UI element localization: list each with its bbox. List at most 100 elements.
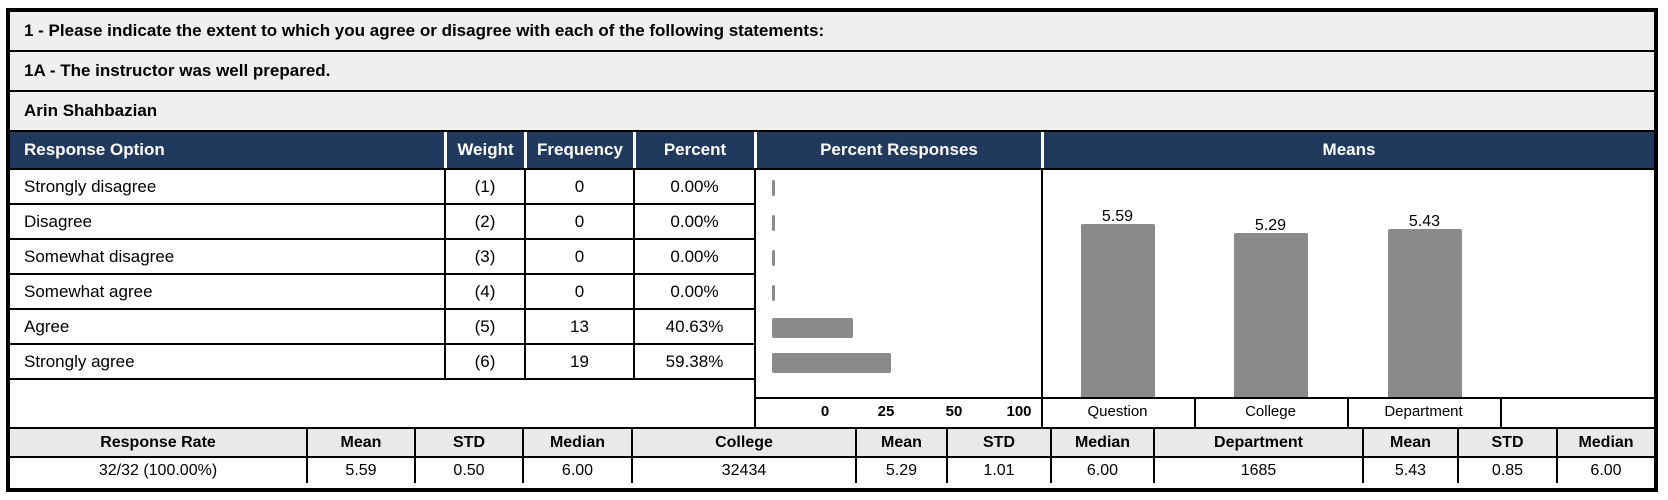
question-title: 1A - The instructor was well prepared.: [10, 52, 1654, 90]
percent-bar: [772, 317, 854, 338]
divider: [1347, 397, 1349, 427]
percent-value: 0.00%: [633, 170, 754, 203]
axis-tick-label: 25: [877, 403, 895, 420]
summary-header-cell: Median: [1050, 429, 1153, 456]
option-label: Strongly agree: [24, 352, 135, 371]
chart-bar-slot: [772, 345, 891, 380]
col-header-weight: Weight: [447, 132, 524, 168]
summary-header-cell: STD: [414, 429, 522, 456]
divider: [10, 130, 1654, 132]
table-row: Disagree (2) 0 0.00%: [10, 205, 754, 240]
option-label: Disagree: [24, 212, 93, 231]
col-header-percent: Percent: [636, 132, 754, 168]
summary-value-cell: 0.85: [1457, 458, 1556, 483]
weight-value: (6): [444, 345, 524, 378]
percent-bar: [772, 214, 775, 231]
option-label: Agree: [24, 317, 70, 336]
percent-axis: 0 25 50 100: [754, 399, 1041, 425]
percent-value: 0.00%: [633, 205, 754, 238]
divider: [1194, 397, 1196, 427]
chart-bar-slot: [772, 170, 775, 205]
divider: [10, 90, 1654, 92]
weight-value: (1): [444, 170, 524, 203]
mean-bar: [1080, 224, 1155, 397]
weight-value: (4): [444, 275, 524, 308]
summary-value-cell: 1.01: [946, 458, 1050, 483]
frequency-value: 0: [524, 275, 633, 308]
table-row: Somewhat agree (4) 0 0.00%: [10, 275, 754, 310]
divider: [10, 456, 1654, 458]
mean-column: 5.43: [1348, 168, 1501, 397]
weight-value: (2): [444, 205, 524, 238]
summary-value-cell: 32/32 (100.00%): [10, 458, 306, 483]
summary-value-cell: 32434: [631, 458, 855, 483]
frequency-value: 19: [524, 345, 633, 378]
chart-bar-slot: [772, 275, 775, 310]
category-label-department: Department: [1384, 403, 1463, 420]
summary-header-cell: Median: [522, 429, 631, 456]
mean-column: 5.29: [1194, 168, 1347, 397]
category-label-question: Question: [1087, 403, 1148, 420]
category-label-college: College: [1245, 403, 1296, 420]
summary-header-cell: Department: [1153, 429, 1362, 456]
summary-header-cell: College: [631, 429, 855, 456]
percent-bar: [772, 179, 775, 196]
chart-baseline: [754, 397, 1654, 399]
mean-bar: [1387, 229, 1462, 397]
mean-bar: [1233, 233, 1308, 397]
mean-value-label: 5.43: [1408, 213, 1441, 230]
summary-header-cell: STD: [946, 429, 1050, 456]
instructor-name: Arin Shahbazian: [10, 92, 1654, 130]
summary-header-cell: Response Rate: [10, 429, 306, 456]
summary-header-cell: Mean: [1362, 429, 1457, 456]
col-header-frequency: Frequency: [527, 132, 633, 168]
percent-bar: [772, 352, 891, 373]
table-row: Strongly disagree (1) 0 0.00%: [10, 170, 754, 205]
divider: [10, 168, 1654, 170]
divider: [10, 50, 1654, 52]
percent-value: 0.00%: [633, 240, 754, 273]
summary-value-cell: 6.00: [522, 458, 631, 483]
summary-header-cell: Mean: [855, 429, 946, 456]
chart-bar-slot: [772, 205, 775, 240]
means-chart: 5.59 5.29 5.43: [1041, 168, 1654, 397]
summary-header-row: Response Rate Mean STD Median College Me…: [10, 429, 1654, 456]
frequency-value: 13: [524, 310, 633, 343]
summary-header-cell: Mean: [306, 429, 414, 456]
percent-bar: [772, 249, 775, 266]
summary-value-cell: 6.00: [1556, 458, 1654, 483]
divider: [1041, 168, 1043, 427]
summary-value-cell: 6.00: [1050, 458, 1153, 483]
percent-bar: [772, 284, 775, 301]
summary-value-cell: 5.59: [306, 458, 414, 483]
divider: [10, 427, 1654, 429]
frequency-value: 0: [524, 240, 633, 273]
table-row: Somewhat disagree (3) 0 0.00%: [10, 240, 754, 275]
col-header-percent-responses: Percent Responses: [757, 132, 1041, 168]
axis-tick-label: 50: [945, 403, 963, 420]
axis-tick-label: 100: [1006, 403, 1032, 420]
option-label: Strongly disagree: [24, 177, 157, 196]
divider: [1500, 397, 1502, 427]
percent-value: 59.38%: [633, 345, 754, 378]
table-row: Strongly agree (6) 19 59.38%: [10, 345, 754, 380]
percent-responses-chart: [754, 168, 1041, 397]
summary-header-cell: STD: [1457, 429, 1556, 456]
mean-value-label: 5.59: [1101, 208, 1134, 225]
percent-value: 40.63%: [633, 310, 754, 343]
axis-tick-label: 0: [820, 403, 830, 420]
summary-value-cell: 0.50: [414, 458, 522, 483]
mean-column: 5.59: [1041, 168, 1194, 397]
frequency-value: 0: [524, 170, 633, 203]
weight-value: (5): [444, 310, 524, 343]
chart-bar-slot: [772, 310, 854, 345]
summary-value-cell: 1685: [1153, 458, 1362, 483]
weight-value: (3): [444, 240, 524, 273]
summary-value-row: 32/32 (100.00%) 5.59 0.50 6.00 32434 5.2…: [10, 458, 1654, 483]
summary-value-cell: 5.43: [1362, 458, 1457, 483]
frequency-value: 0: [524, 205, 633, 238]
question-group-title: 1 - Please indicate the extent to which …: [10, 12, 1654, 50]
table-row: Agree (5) 13 40.63%: [10, 310, 754, 345]
evaluation-report-table: 1 - Please indicate the extent to which …: [6, 8, 1658, 492]
